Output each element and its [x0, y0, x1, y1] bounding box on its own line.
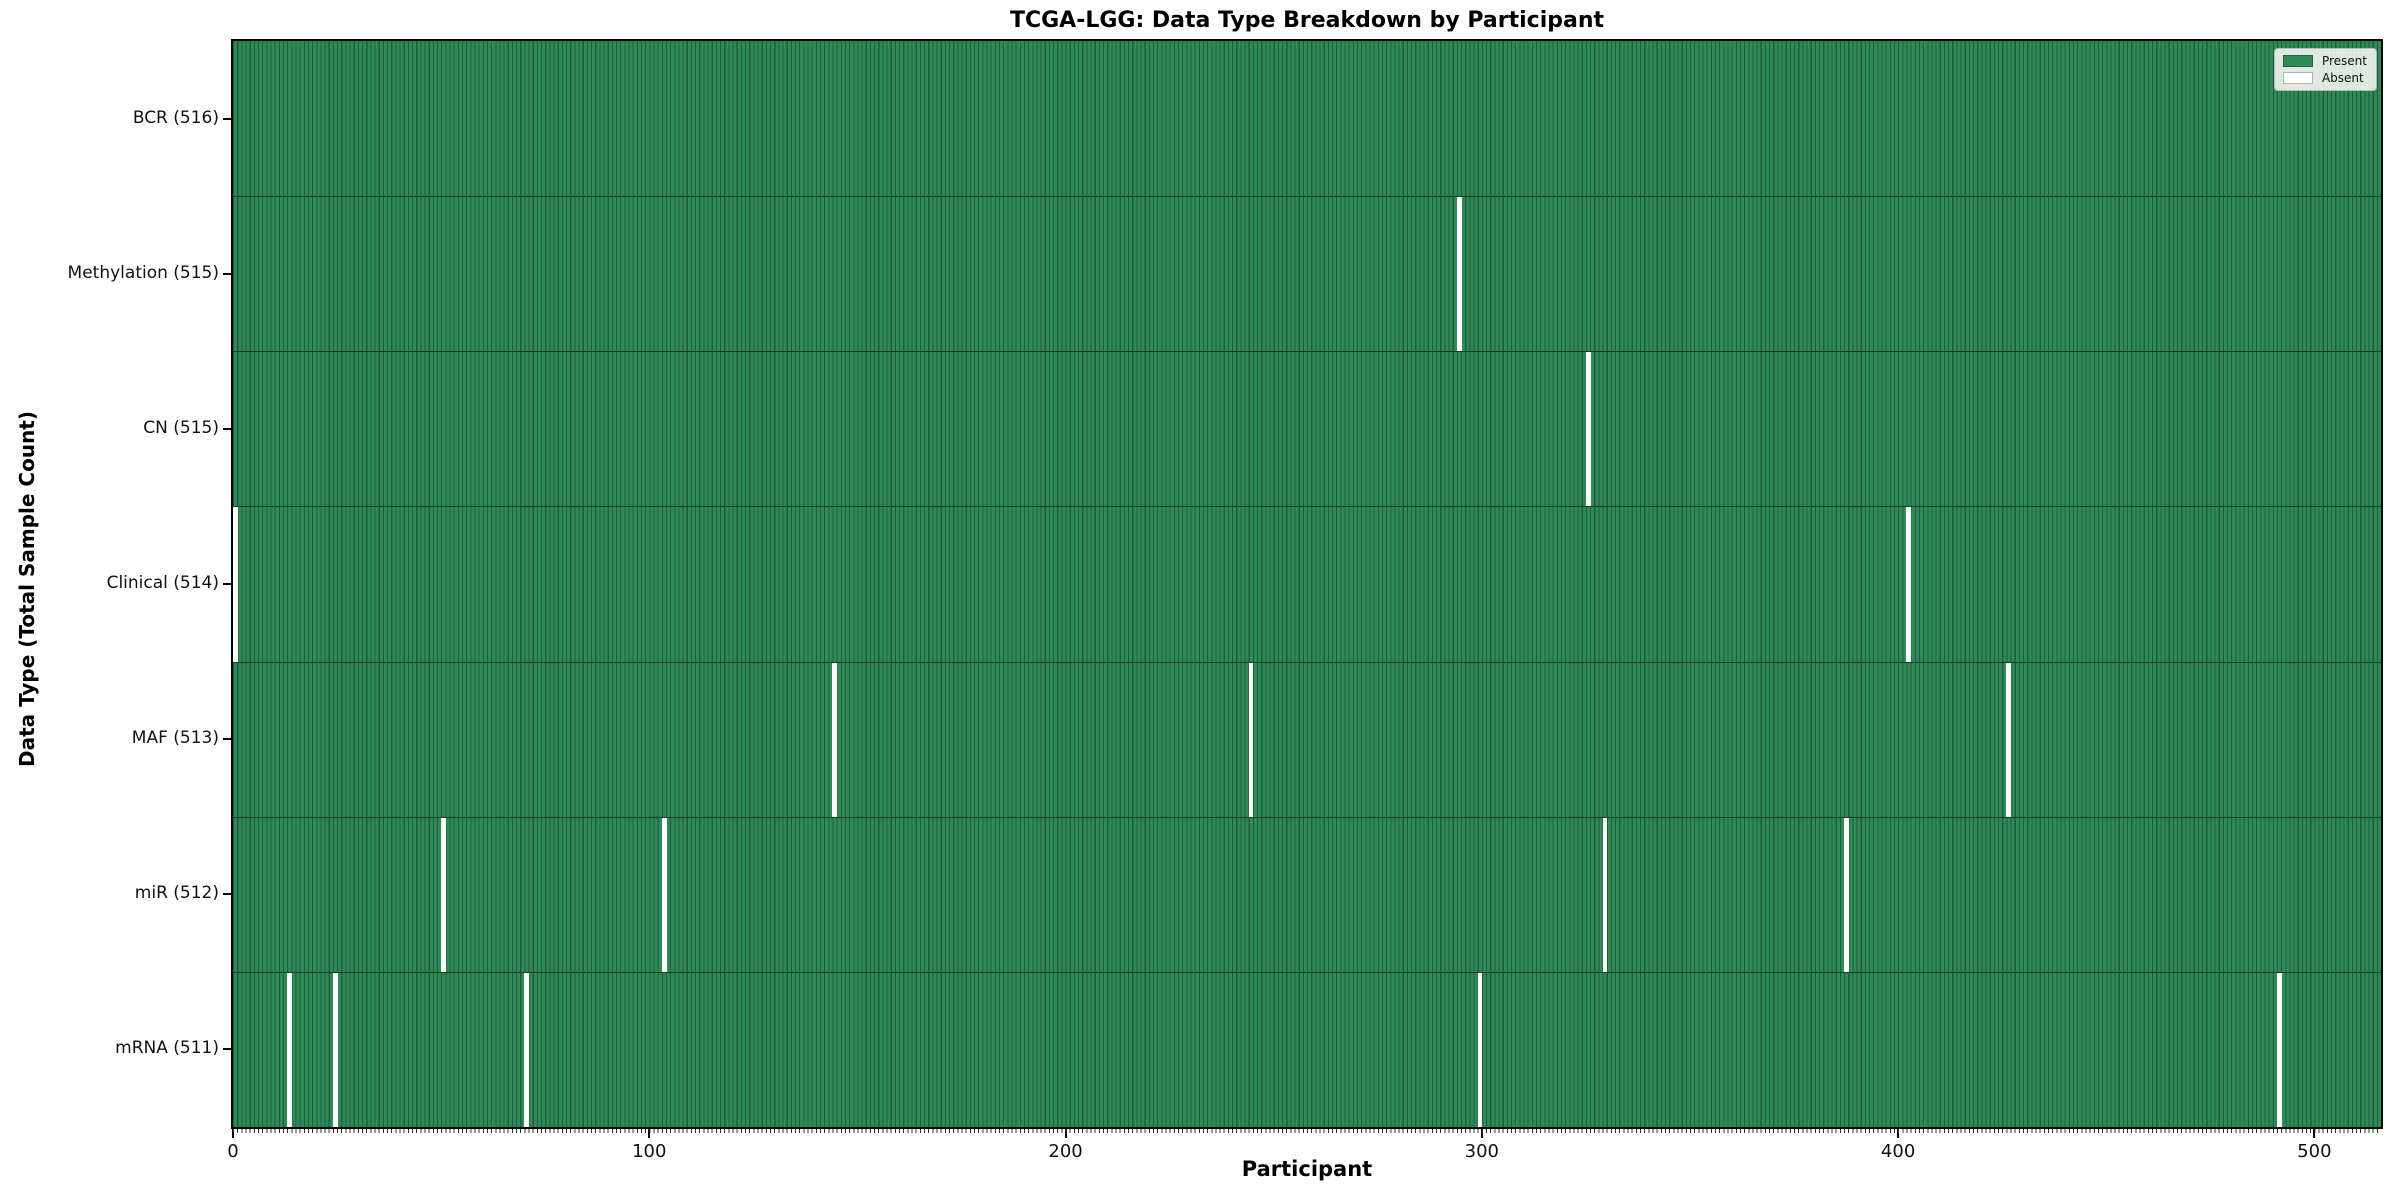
row-separator — [233, 816, 2381, 818]
row-separator — [233, 351, 2381, 353]
xtick-label-500: 500 — [2297, 1141, 2332, 1162]
absent-gap — [1906, 506, 1912, 662]
legend-label: Present — [2321, 54, 2367, 68]
xtick-label-400: 400 — [1880, 1141, 1916, 1162]
ytick-mark — [223, 117, 231, 120]
xtick-label-200: 200 — [1048, 1141, 1083, 1162]
absent-gap — [832, 661, 838, 817]
heatmap-row-Methylation — [233, 196, 2381, 352]
ytick-mark — [223, 738, 231, 741]
absent-gap — [1456, 196, 1462, 352]
absent-gap — [441, 816, 446, 972]
ytick-label-Methylation: Methylation (515) — [67, 262, 219, 283]
absent-gap — [287, 971, 292, 1127]
legend-swatch-present — [2282, 55, 2313, 67]
legend: Present Absent — [2273, 48, 2377, 91]
ytick-label-BCR: BCR (516) — [132, 107, 219, 128]
absent-gap — [524, 971, 530, 1127]
ytick-mark — [223, 1048, 231, 1051]
legend-entry-present: Present — [2282, 54, 2367, 68]
heatmap-row-MAF — [233, 661, 2381, 817]
heatmap-row-Clinical — [233, 506, 2381, 662]
ytick-label-MAF: MAF (513) — [131, 728, 219, 749]
absent-gap — [2006, 661, 2012, 817]
ytick-mark — [223, 272, 231, 275]
ytick-label-CN: CN (515) — [143, 417, 219, 438]
absent-gap — [1602, 816, 1608, 972]
heatmap-row-mRNA — [233, 971, 2381, 1127]
absent-gap — [2276, 971, 2282, 1127]
legend-entry-absent: Absent — [2282, 71, 2367, 85]
ytick-mark — [223, 427, 231, 430]
xtick-mark — [648, 1129, 651, 1138]
xtick-label-0: 0 — [227, 1141, 239, 1162]
heatmap-row-BCR — [233, 41, 2381, 197]
ytick-label-miR: miR (512) — [134, 883, 219, 904]
absent-gap — [661, 816, 667, 972]
absent-gap — [332, 971, 338, 1127]
ytick-label-Clinical: Clinical (514) — [106, 573, 219, 593]
row-separator — [233, 661, 2381, 663]
xtick-mark — [232, 1129, 234, 1138]
absent-gap — [1248, 661, 1254, 817]
absent-gap — [1477, 971, 1483, 1127]
xtick-mark — [1064, 1129, 1067, 1138]
xtick-mark — [1480, 1129, 1483, 1138]
absent-gap — [1585, 351, 1591, 507]
legend-swatch-absent — [2282, 72, 2313, 84]
xtick-mark — [1897, 1129, 1900, 1138]
xtick-mark — [2313, 1129, 2316, 1138]
row-separator — [233, 971, 2381, 973]
absent-gap — [233, 506, 238, 662]
absent-gap — [1844, 816, 1849, 972]
ytick-label-mRNA: mRNA (511) — [115, 1038, 219, 1059]
row-separator — [233, 506, 2381, 508]
xtick-label-100: 100 — [632, 1141, 667, 1162]
heatmap-row-CN — [233, 351, 2381, 507]
heatmap-row-miR — [233, 816, 2381, 972]
ytick-mark — [223, 583, 231, 585]
legend-label: Absent — [2321, 71, 2364, 85]
ytick-mark — [223, 893, 231, 896]
xtick-label-300: 300 — [1464, 1141, 1500, 1162]
plot-area: Present Absent — [231, 39, 2383, 1129]
row-separator — [233, 196, 2381, 198]
participant-minor-ticks — [233, 1129, 2381, 1133]
x-axis-label: Participant — [1241, 1157, 1373, 1181]
chart-title: TCGA-LGG: Data Type Breakdown by Partici… — [1009, 8, 1605, 33]
